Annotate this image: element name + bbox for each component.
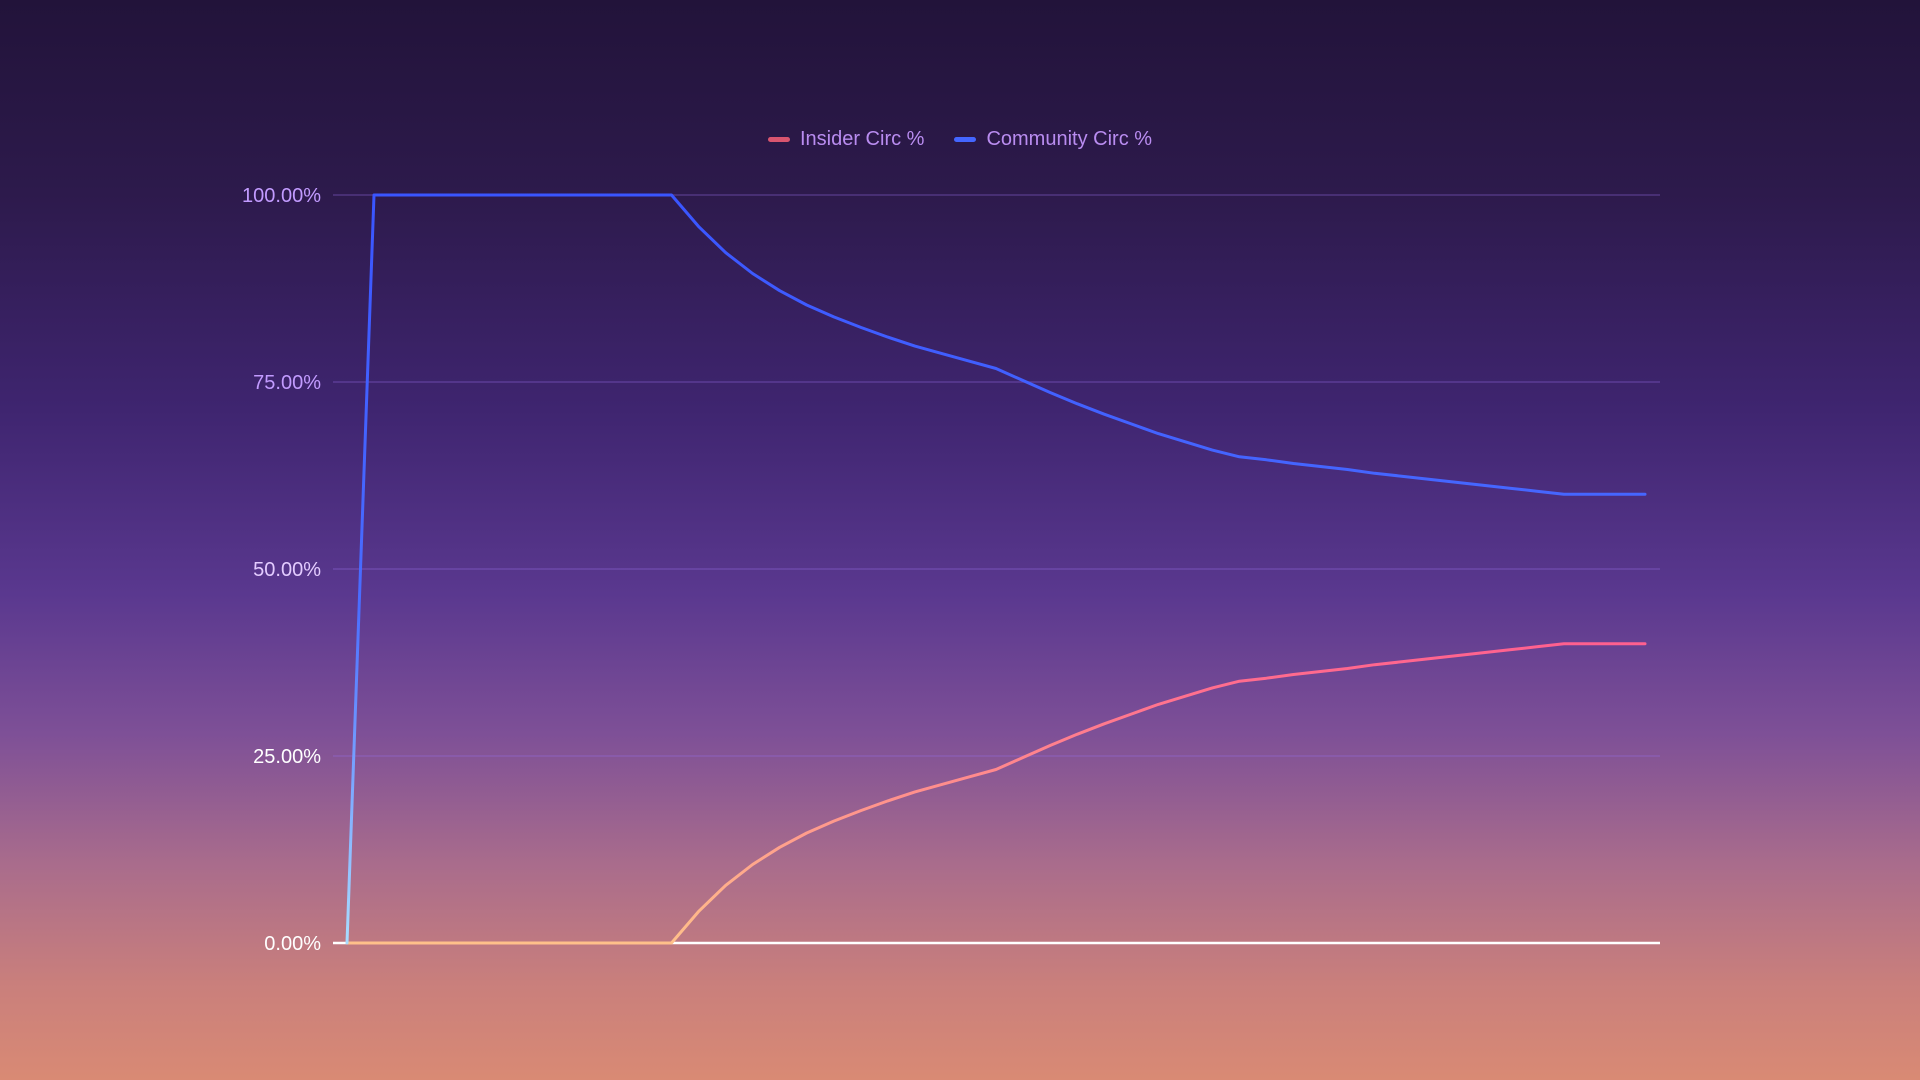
axis-layer: 0.00% 25.00% 50.00% 75.00% 100.00% — [242, 185, 1660, 955]
y-tick-label-0: 0.00% — [264, 933, 321, 955]
legend-item-community[interactable]: Community Circ % — [954, 128, 1152, 151]
grid-layer — [333, 194, 1660, 757]
legend-label-community: Community Circ % — [986, 128, 1153, 150]
series-line-community[interactable] — [345, 193, 1647, 945]
series-layer — [345, 193, 1647, 945]
y-tick-label-100: 100.00% — [242, 185, 321, 207]
y-tick-label-75: 75.00% — [253, 372, 321, 394]
y-tick-label-50: 50.00% — [253, 559, 321, 581]
legend-label-insider: Insider Circ % — [799, 128, 925, 150]
series-line-insider[interactable] — [345, 642, 1647, 945]
y-tick-label-25: 25.00% — [253, 746, 321, 768]
legend-swatch-community — [954, 137, 977, 142]
legend-item-insider[interactable]: Insider Circ % — [767, 128, 925, 151]
legend-swatch-insider — [767, 137, 790, 142]
legend: Insider Circ % Community Circ % — [0, 128, 1920, 151]
